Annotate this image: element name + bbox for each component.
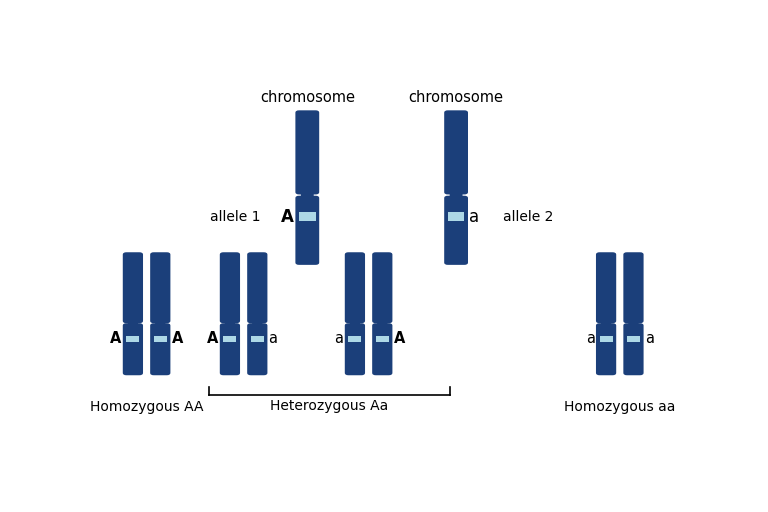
Text: a: a xyxy=(269,331,277,347)
Text: chromosome: chromosome xyxy=(260,90,355,105)
FancyBboxPatch shape xyxy=(123,323,143,375)
FancyBboxPatch shape xyxy=(127,321,138,326)
FancyBboxPatch shape xyxy=(155,321,165,326)
Text: A: A xyxy=(207,331,219,347)
FancyBboxPatch shape xyxy=(247,252,267,323)
FancyBboxPatch shape xyxy=(624,252,644,323)
FancyBboxPatch shape xyxy=(349,336,362,342)
FancyBboxPatch shape xyxy=(349,321,360,326)
FancyBboxPatch shape xyxy=(250,336,264,342)
Text: chromosome: chromosome xyxy=(409,90,504,105)
FancyBboxPatch shape xyxy=(596,323,616,375)
FancyBboxPatch shape xyxy=(252,321,263,326)
FancyBboxPatch shape xyxy=(596,252,616,323)
FancyBboxPatch shape xyxy=(220,323,240,375)
FancyBboxPatch shape xyxy=(444,196,468,265)
FancyBboxPatch shape xyxy=(628,321,639,326)
Text: a: a xyxy=(335,331,343,347)
FancyBboxPatch shape xyxy=(627,336,640,342)
Text: a: a xyxy=(645,331,654,347)
FancyBboxPatch shape xyxy=(624,323,644,375)
FancyBboxPatch shape xyxy=(345,252,365,323)
Text: a: a xyxy=(469,207,479,225)
FancyBboxPatch shape xyxy=(448,212,465,221)
Text: Homozygous AA: Homozygous AA xyxy=(90,400,204,415)
Text: Homozygous aa: Homozygous aa xyxy=(564,400,676,415)
FancyBboxPatch shape xyxy=(372,252,392,323)
FancyBboxPatch shape xyxy=(151,323,170,375)
FancyBboxPatch shape xyxy=(225,321,235,326)
Text: A: A xyxy=(393,331,405,347)
FancyBboxPatch shape xyxy=(372,323,392,375)
FancyBboxPatch shape xyxy=(223,336,237,342)
FancyBboxPatch shape xyxy=(247,323,267,375)
Text: Heterozygous Aa: Heterozygous Aa xyxy=(270,398,389,413)
FancyBboxPatch shape xyxy=(376,336,389,342)
FancyBboxPatch shape xyxy=(127,336,140,342)
FancyBboxPatch shape xyxy=(154,336,167,342)
FancyBboxPatch shape xyxy=(296,110,319,195)
FancyBboxPatch shape xyxy=(151,252,170,323)
FancyBboxPatch shape xyxy=(301,191,313,199)
Text: A: A xyxy=(171,331,183,347)
FancyBboxPatch shape xyxy=(377,321,388,326)
FancyBboxPatch shape xyxy=(450,191,462,199)
FancyBboxPatch shape xyxy=(299,212,316,221)
Text: a: a xyxy=(586,331,594,347)
FancyBboxPatch shape xyxy=(123,252,143,323)
FancyBboxPatch shape xyxy=(600,336,613,342)
Text: A: A xyxy=(111,331,121,347)
FancyBboxPatch shape xyxy=(296,196,319,265)
Text: allele 1: allele 1 xyxy=(210,209,260,224)
FancyBboxPatch shape xyxy=(444,110,468,195)
Text: allele 2: allele 2 xyxy=(503,209,554,224)
FancyBboxPatch shape xyxy=(345,323,365,375)
FancyBboxPatch shape xyxy=(601,321,611,326)
Text: A: A xyxy=(281,207,294,225)
FancyBboxPatch shape xyxy=(220,252,240,323)
